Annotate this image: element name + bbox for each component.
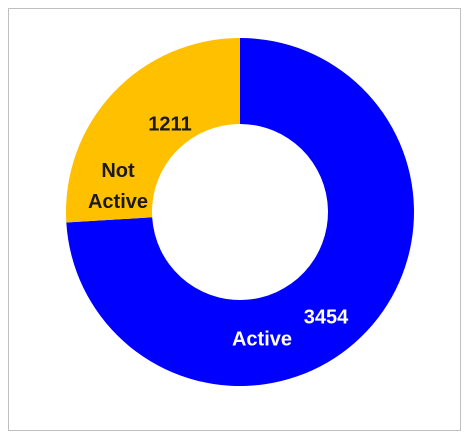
value-label: 3454 [304,306,349,328]
donut-segment [65,38,240,223]
category-label: Not Active [88,160,148,213]
donut-segment [66,38,415,386]
value-label: 1211 [148,113,191,135]
category-label: Active [232,328,292,350]
